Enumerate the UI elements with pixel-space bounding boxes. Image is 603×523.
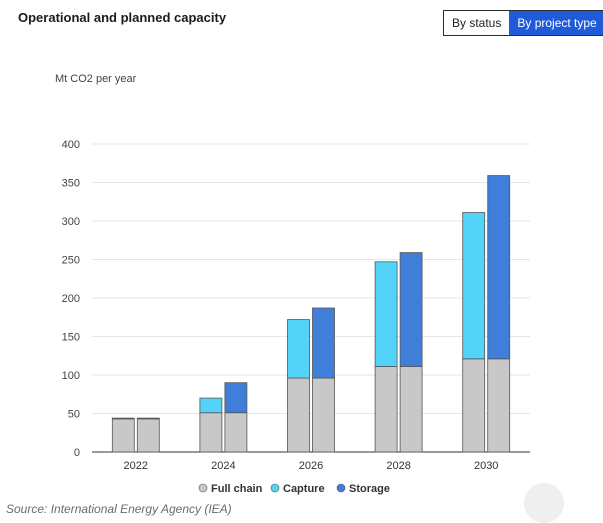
toggle-by-status[interactable]: By status xyxy=(444,11,510,35)
x-tick-label: 2024 xyxy=(211,460,235,472)
bar-storage xyxy=(487,175,511,360)
bar-full-chain xyxy=(399,366,423,453)
chart-title: Operational and planned capacity xyxy=(18,10,227,25)
legend-swatch xyxy=(270,483,280,493)
bar-capture xyxy=(199,397,223,414)
y-tick-label: 100 xyxy=(62,370,80,382)
view-toggle: By status By project type xyxy=(443,10,603,36)
legend-swatch xyxy=(198,483,208,493)
bar-full-chain xyxy=(487,358,511,453)
y-tick-label: 400 xyxy=(62,139,80,151)
y-tick-label: 0 xyxy=(74,447,80,459)
bar-capture xyxy=(374,261,398,367)
bar-full-chain xyxy=(287,377,310,453)
y-tick-label: 350 xyxy=(62,178,80,190)
bar-full-chain xyxy=(199,412,223,453)
legend-item: Storage xyxy=(336,483,390,495)
bar-storage xyxy=(136,417,160,420)
legend-item: Capture xyxy=(270,483,325,495)
bar-full-chain xyxy=(374,366,398,453)
y-tick-label: 150 xyxy=(62,332,80,344)
bar-capture xyxy=(287,319,310,379)
x-tick-label: 2026 xyxy=(299,460,323,472)
y-tick-label: 50 xyxy=(68,409,80,421)
toggle-by-project-type[interactable]: By project type xyxy=(509,11,603,35)
y-tick-label: 200 xyxy=(62,293,80,305)
bar-capture xyxy=(111,417,135,420)
bar-storage xyxy=(312,307,335,379)
bar-storage xyxy=(224,382,248,414)
bar-full-chain xyxy=(111,418,135,453)
legend-item: Full chain xyxy=(198,483,263,495)
legend-swatch xyxy=(336,483,346,493)
x-tick-label: 2022 xyxy=(124,460,148,472)
y-tick-label: 300 xyxy=(62,216,80,228)
source-note: Source: International Energy Agency (IEA… xyxy=(6,502,232,516)
floating-action-button[interactable] xyxy=(524,483,564,523)
bar-full-chain xyxy=(312,377,335,453)
bar-storage xyxy=(399,252,423,367)
y-axis-label: Mt CO2 per year xyxy=(55,73,137,85)
bar-full-chain xyxy=(462,358,486,453)
bar-full-chain xyxy=(136,418,160,453)
bar-capture xyxy=(462,212,486,360)
legend-label: Capture xyxy=(283,483,325,495)
x-tick-label: 2030 xyxy=(474,460,498,472)
capacity-chart: Mt CO2 per year 0 50 100 150 200 250 300 350 400 2… xyxy=(55,73,530,495)
bar-full-chain xyxy=(224,412,248,453)
legend-label: Storage xyxy=(349,483,390,495)
x-tick-label: 2028 xyxy=(386,460,410,472)
legend-label: Full chain xyxy=(211,483,263,495)
y-tick-label: 250 xyxy=(62,255,80,267)
